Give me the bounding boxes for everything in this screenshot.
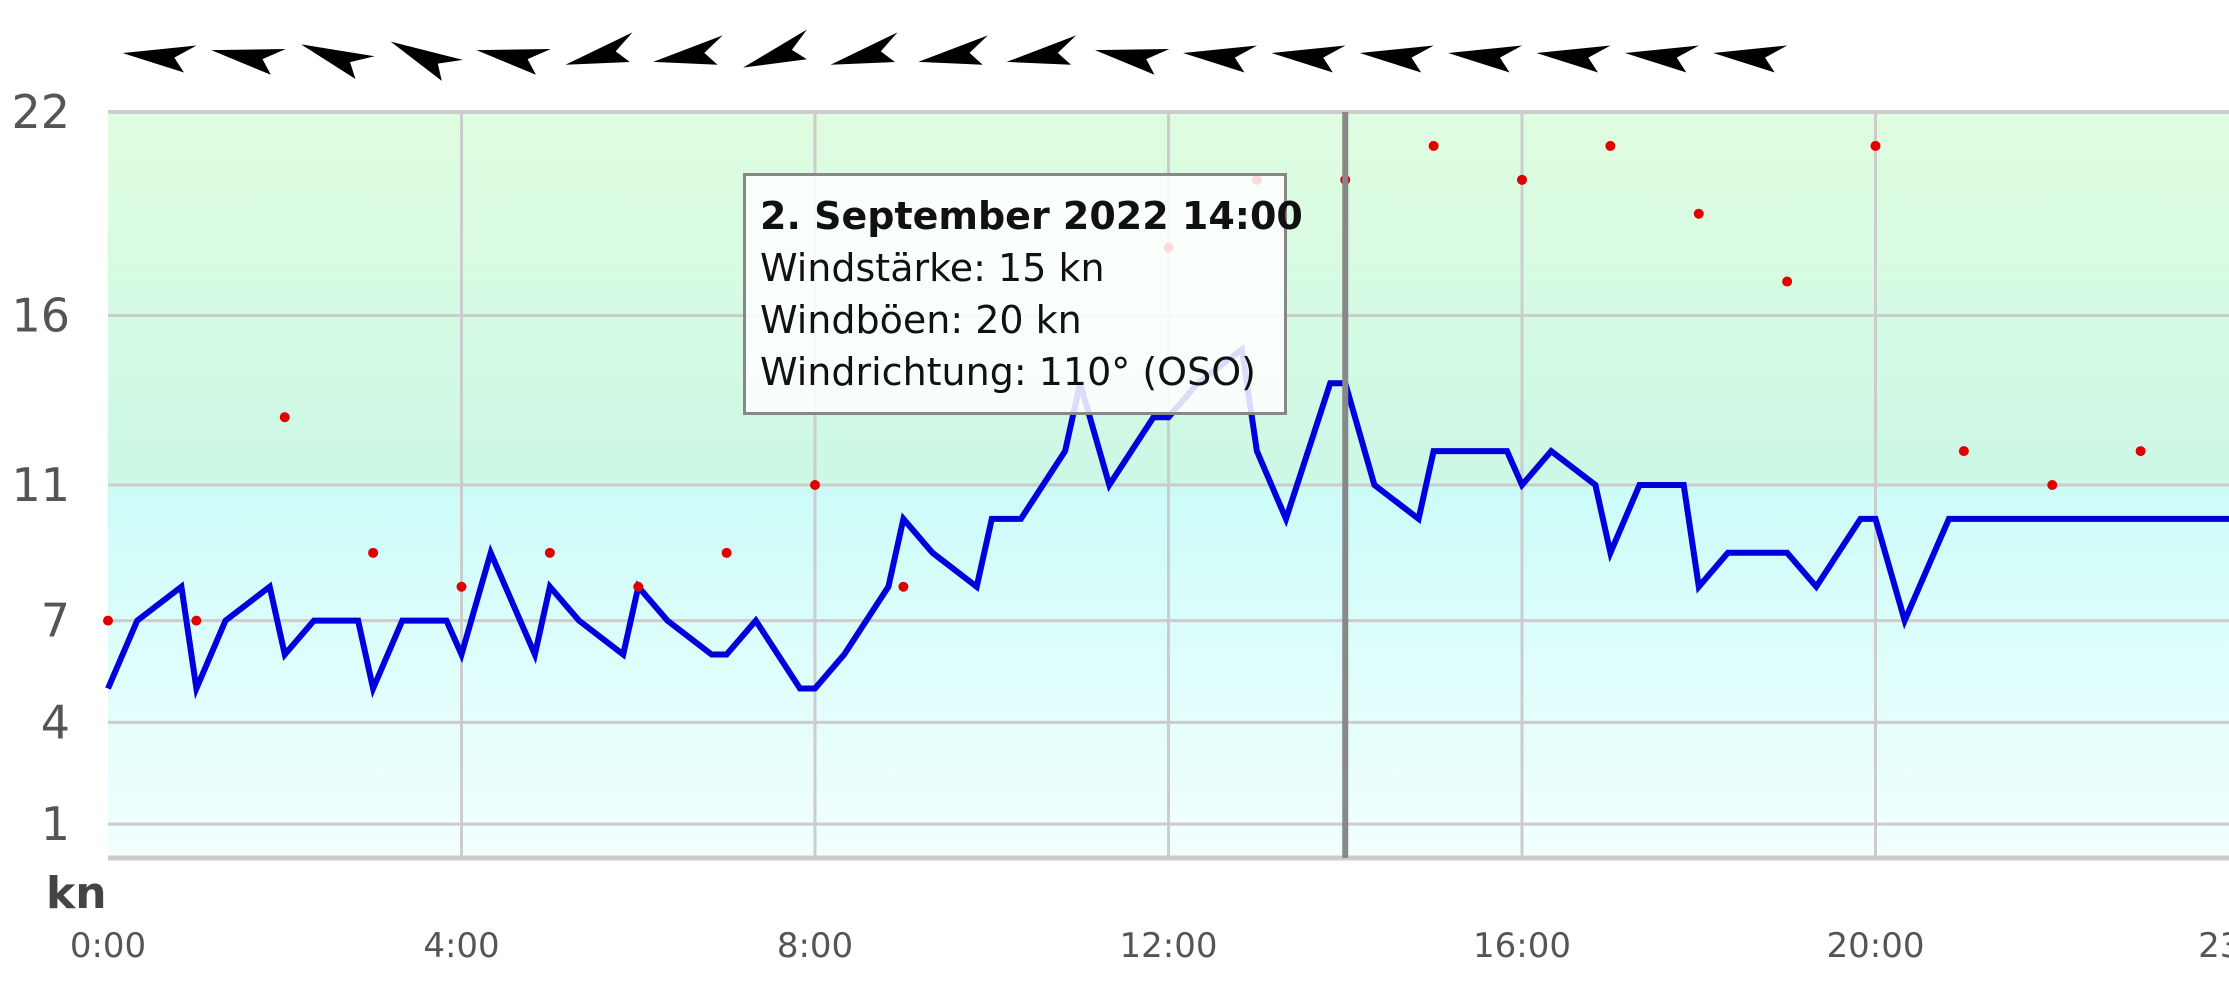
wind-direction-arrow-icon: [653, 35, 723, 65]
gust-point: [810, 480, 820, 490]
chart-tooltip: 2. September 2022 14:00 Windstärke: 15 k…: [743, 173, 1303, 415]
wind-direction-arrow-icon: [211, 49, 286, 75]
gust-point: [1693, 208, 1704, 219]
wind-direction-arrow-icon: [1713, 45, 1788, 73]
x-tick-label: 23: [2198, 926, 2229, 966]
y-tick-label: 1: [41, 797, 70, 851]
wind-direction-arrow-icon: [1624, 45, 1699, 73]
wind-direction-arrow-icon: [301, 44, 375, 80]
gust-point: [1428, 140, 1439, 151]
tooltip-wind-speed: Windstärke: 15 kn: [760, 246, 1105, 290]
y-tick-label: 11: [11, 458, 70, 512]
gust-point: [633, 581, 644, 592]
y-tick-label: 4: [41, 695, 70, 749]
wind-direction-arrow-icon: [476, 49, 551, 75]
tooltip-wind-direction: Windrichtung: 110° (OSO): [760, 350, 1256, 394]
gust-point: [368, 547, 379, 558]
wind-direction-arrow-icon: [1448, 45, 1523, 73]
wind-direction-arrow-icon: [918, 35, 988, 65]
wind-direction-arrow-icon: [122, 45, 197, 73]
y-tick-label: 7: [41, 594, 70, 648]
tooltip-title: 2. September 2022 14:00: [760, 194, 1303, 238]
gust-point: [1782, 276, 1793, 287]
x-tick-label: 12:00: [1120, 926, 1218, 966]
x-tick-label: 4:00: [423, 926, 499, 966]
gust-point: [721, 547, 732, 558]
wind-direction-arrow-icon: [830, 32, 898, 65]
gust-point: [1870, 140, 1881, 151]
gust-point: [2047, 480, 2058, 490]
gust-point: [191, 615, 202, 626]
x-tick-label: 0:00: [70, 926, 146, 966]
wind-direction-arrow-icon: [1095, 49, 1170, 75]
wind-direction-arrow-icon: [1536, 45, 1611, 73]
tooltip-wind-gusts: Windböen: 20 kn: [760, 298, 1082, 342]
gust-point: [279, 412, 290, 423]
gust-point: [103, 615, 113, 626]
gust-point: [1958, 446, 1969, 457]
x-tick-label: 16:00: [1473, 926, 1571, 966]
gust-point: [1605, 140, 1616, 151]
wind-direction-arrow-icon: [390, 41, 463, 81]
wind-direction-arrow-icon: [1006, 35, 1077, 65]
wind-speed-line: [105, 343, 2229, 700]
gust-point: [544, 547, 555, 558]
gust-point: [1517, 174, 1527, 185]
x-tick-label: 20:00: [1827, 926, 1925, 966]
gust-point: [456, 581, 467, 592]
x-tick-label: 8:00: [777, 926, 853, 966]
y-unit-label: kn: [46, 868, 107, 919]
wind-direction-arrow-icon: [565, 32, 633, 65]
gust-point: [898, 581, 909, 592]
wind-direction-arrow-icon: [1183, 45, 1258, 73]
wind-direction-arrow-icon: [1359, 45, 1434, 73]
wind-direction-arrow-icon: [743, 29, 807, 68]
gust-point: [2135, 446, 2146, 457]
y-tick-label: 22: [11, 85, 70, 139]
wind-direction-arrow-icon: [1271, 45, 1346, 73]
y-tick-label: 16: [11, 288, 70, 342]
